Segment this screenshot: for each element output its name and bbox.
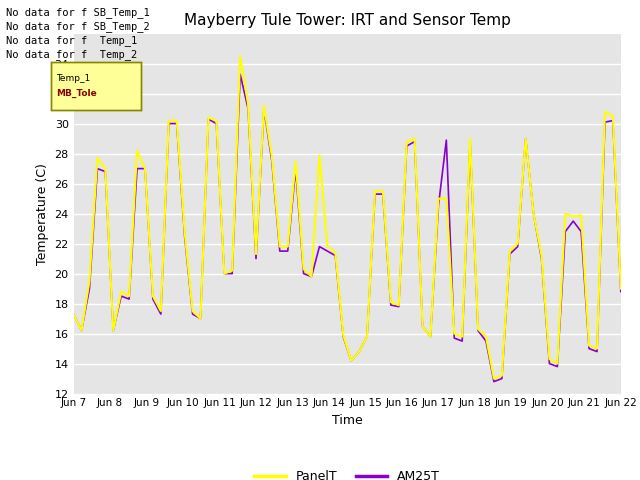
- AM25T: [70, 311, 77, 317]
- AM25T: [308, 274, 316, 279]
- Line: AM25T: AM25T: [74, 74, 621, 382]
- X-axis label: Time: Time: [332, 414, 363, 427]
- AM25T: [490, 379, 498, 384]
- PanelT: [196, 316, 204, 322]
- PanelT: [617, 286, 625, 291]
- PanelT: [141, 166, 149, 171]
- Text: No data for f SB_Temp_1
No data for f SB_Temp_2
No data for f  Temp_1
No data fo: No data for f SB_Temp_1 No data for f SB…: [6, 7, 150, 60]
- AM25T: [141, 166, 149, 171]
- PanelT: [379, 188, 387, 194]
- Text: Temp_1: Temp_1: [56, 74, 90, 84]
- Y-axis label: Temperature (C): Temperature (C): [36, 163, 49, 264]
- PanelT: [70, 311, 77, 317]
- PanelT: [490, 376, 498, 382]
- AM25T: [244, 106, 252, 111]
- PanelT: [308, 274, 316, 279]
- AM25T: [554, 364, 561, 370]
- AM25T: [236, 71, 244, 77]
- PanelT: [236, 53, 244, 59]
- PanelT: [244, 101, 252, 107]
- AM25T: [379, 191, 387, 197]
- PanelT: [554, 361, 561, 367]
- Text: MB_Tole: MB_Tole: [56, 89, 97, 98]
- Line: PanelT: PanelT: [74, 56, 621, 379]
- Title: Mayberry Tule Tower: IRT and Sensor Temp: Mayberry Tule Tower: IRT and Sensor Temp: [184, 13, 511, 28]
- AM25T: [196, 316, 204, 322]
- AM25T: [617, 288, 625, 294]
- Legend: PanelT, AM25T: PanelT, AM25T: [250, 465, 445, 480]
